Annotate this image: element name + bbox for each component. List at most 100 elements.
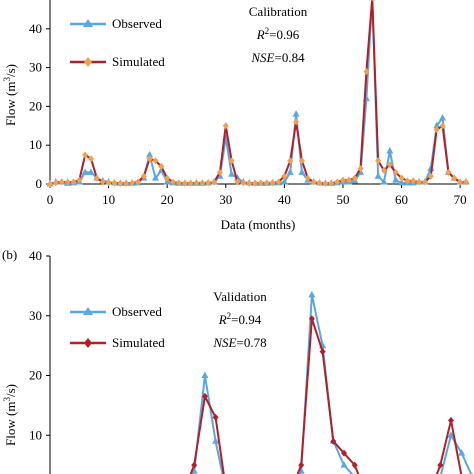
validation-r2: R2=0.94 [218, 311, 262, 327]
validation-simulated-point [437, 461, 444, 469]
calibration-y-tick-label: 10 [29, 137, 42, 152]
calibration-simulated-point [64, 178, 71, 186]
calibration-observed-point [433, 121, 441, 129]
validation-y-tick-label: 40 [29, 248, 42, 263]
calibration-observed-point [392, 176, 400, 183]
calibration-observed-point [151, 174, 159, 181]
calibration-observed-point [398, 178, 406, 186]
calibration-simulated-point [445, 168, 452, 176]
calibration-simulated-point [263, 179, 270, 187]
calibration-simulated-point [222, 122, 229, 130]
calibration-simulated-point [427, 172, 434, 180]
calibration-y-axis-label: Flow (m3/s) [2, 64, 18, 126]
calibration-simulated-point [193, 179, 200, 187]
validation-simulated-point [351, 461, 358, 469]
calibration-legend: Observed Simulated [70, 16, 165, 69]
calibration-r2: R2=0.96 [256, 26, 300, 42]
calibration-simulated-point [228, 157, 235, 165]
validation-observed-point [458, 449, 466, 456]
calibration-simulated-point [240, 179, 247, 187]
calibration-observed-point [439, 114, 447, 121]
legend-simulated-label: Simulated [112, 335, 165, 350]
calibration-y-tick-label: 40 [29, 21, 42, 36]
validation-observed-point [447, 431, 455, 438]
calibration-observed-point [292, 110, 300, 117]
calibration-simulated-point [158, 163, 165, 171]
calibration-simulated-point [310, 178, 317, 186]
calibration-simulated-point [380, 166, 387, 174]
validation-nse: NSE=0.78 [212, 335, 266, 350]
validation-title: Validation [213, 289, 267, 304]
calibration-simulated-point [82, 151, 89, 159]
calibration-simulated-point [386, 161, 393, 169]
calibration-x-axis-label: Data (months) [221, 217, 296, 232]
calibration-simulated-point [175, 179, 182, 187]
validation-simulated-point [448, 416, 454, 424]
calibration-simulated-point [293, 118, 300, 126]
calibration-simulated-point [345, 176, 352, 184]
calibration-simulated-point [275, 178, 282, 186]
calibration-simulated-point [298, 157, 305, 165]
calibration-simulated-point [328, 179, 335, 187]
calibration-observed-point [87, 168, 95, 175]
calibration-observed-point [298, 168, 306, 175]
calibration-simulated-point [416, 178, 423, 186]
calibration-simulated-point [181, 179, 188, 187]
calibration-simulated-point [363, 67, 370, 75]
validation-observed-point [308, 290, 316, 298]
calibration-simulated-point [58, 178, 65, 186]
calibration-simulated-point [404, 177, 411, 185]
validation-y-tick-label: 30 [29, 308, 42, 323]
calibration-simulated-point [187, 179, 194, 187]
calibration-x-tick-label: 50 [336, 192, 349, 207]
calibration-x-tick-label: 60 [395, 192, 408, 207]
validation-simulated-point [191, 461, 198, 469]
calibration-simulated-point [304, 174, 311, 182]
calibration-simulated-point [105, 179, 112, 187]
legend-observed-label: Observed [112, 304, 162, 319]
validation-simulated-point [308, 315, 315, 323]
panel-b-label: (b) [2, 247, 17, 262]
calibration-observed-point [81, 168, 89, 175]
validation-simulated-point [341, 449, 347, 457]
calibration-simulated-point [246, 179, 253, 187]
legend-observed-marker [83, 19, 93, 27]
calibration-simulated-point [316, 179, 323, 187]
calibration-simulated-point [351, 174, 358, 182]
calibration-y-tick-label: 20 [29, 98, 42, 113]
calibration-simulated-point [99, 178, 106, 186]
calibration-simulated-point [439, 122, 446, 130]
calibration-simulated-point [140, 172, 147, 180]
calibration-simulated-point [234, 178, 241, 186]
calibration-simulated-point [463, 178, 469, 186]
calibration-simulated-point [111, 179, 118, 187]
calibration-x-tick-label: 30 [219, 192, 232, 207]
validation-observed-point [201, 371, 209, 378]
validation-simulated-point [298, 461, 305, 469]
calibration-observed-point [286, 168, 294, 175]
legend-simulated-marker [84, 338, 92, 348]
calibration-simulated-point [164, 174, 171, 182]
calibration-simulated-point [375, 157, 382, 165]
calibration-simulated-point [129, 179, 136, 187]
validation-y-tick-label: 10 [29, 427, 42, 442]
calibration-simulated-point [76, 176, 83, 184]
calibration-simulated-point [339, 176, 346, 184]
calibration-observed-point [380, 178, 388, 185]
calibration-simulated-point [281, 172, 288, 180]
validation-simulated-point [212, 413, 219, 421]
legend-simulated-label: Simulated [112, 54, 165, 69]
calibration-nse: NSE=0.84 [250, 50, 305, 65]
calibration-x-tick-label: 70 [454, 192, 467, 207]
calibration-simulated-point [433, 126, 440, 134]
validation-simulated-point [201, 392, 208, 400]
calibration-y-tick-label: 30 [29, 60, 42, 75]
calibration-simulated-point [170, 178, 177, 186]
calibration-simulated-point [287, 157, 294, 165]
validation-observed-point [212, 437, 220, 444]
calibration-x-tick-label: 10 [102, 192, 115, 207]
calibration-observed-point [386, 147, 394, 154]
calibration-simulated-point [410, 177, 417, 185]
